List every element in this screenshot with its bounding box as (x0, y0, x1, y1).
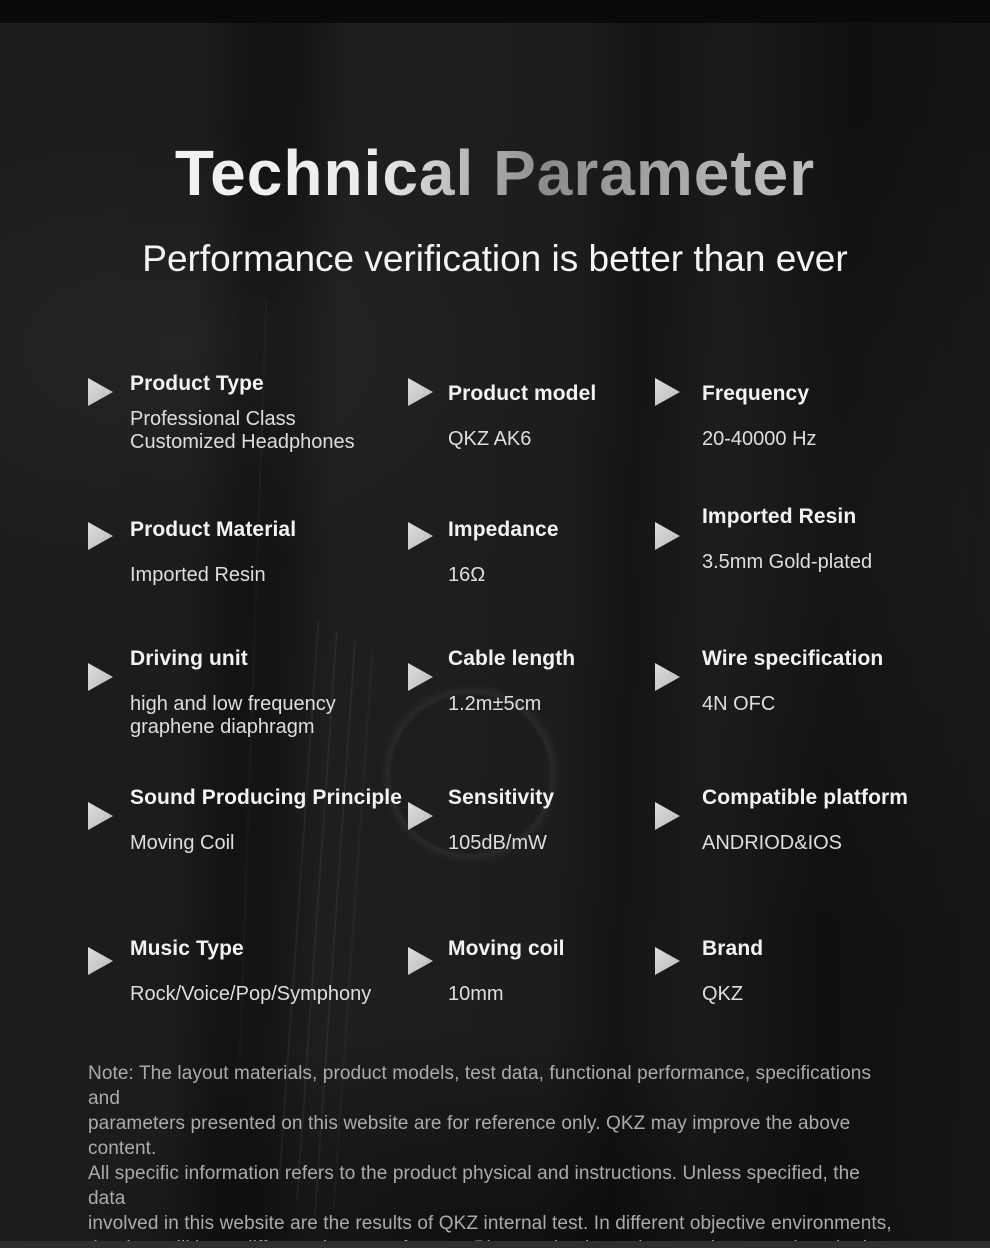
spec-label: Sensitivity (448, 786, 555, 809)
spec-cell-music-type: Music Type Rock/Voice/Pop/Symphony (88, 938, 408, 1006)
triangle-right-icon (655, 947, 680, 975)
spec-value: 20-40000 Hz (702, 428, 817, 450)
triangle-right-icon (88, 378, 113, 406)
spec-row-3: Driving unit high and low frequency grap… (88, 648, 968, 739)
spec-label: Product Type (130, 372, 264, 395)
spec-label: Sound Producing Principle (130, 786, 403, 809)
spec-cell-product-type: Product Type Professional Class Customiz… (88, 373, 408, 454)
spec-label: Product model (448, 382, 597, 405)
spec-cell-product-model: Product model QKZ AK6 (408, 373, 655, 454)
spec-label: Product Material (130, 518, 297, 541)
spec-cell-impedance: Impedance 16Ω (408, 519, 655, 587)
spec-row-5: Music Type Rock/Voice/Pop/Symphony Movin… (88, 938, 968, 1006)
spec-label: Moving coil (448, 937, 565, 960)
spec-cell-sound-producing-principle: Sound Producing Principle Moving Coil (88, 787, 408, 855)
triangle-right-icon (88, 663, 113, 691)
spec-value: Moving Coil (130, 832, 235, 854)
spec-cell-sensitivity: Sensitivity 105dB/mW (408, 787, 655, 855)
spec-value: 3.5mm Gold-plated (702, 551, 873, 573)
spec-label: Imported Resin (702, 505, 857, 528)
spec-row-4: Sound Producing Principle Moving Coil Se… (88, 787, 968, 855)
triangle-right-icon (88, 522, 113, 550)
spec-cell-compatible-platform: Compatible platform ANDRIOD&IOS (655, 787, 930, 855)
spec-cell-imported-resin: Imported Resin 3.5mm Gold-plated (655, 506, 930, 587)
note-line: Note: The layout materials, product mode… (88, 1063, 872, 1109)
triangle-right-icon (408, 378, 433, 406)
top-border-bar (0, 0, 990, 23)
spec-cell-moving-coil: Moving coil 10mm (408, 938, 655, 1006)
spec-label: Compatible platform (702, 786, 909, 809)
triangle-right-icon (655, 663, 680, 691)
spec-cell-driving-unit: Driving unit high and low frequency grap… (88, 648, 408, 739)
spec-value: 10mm (448, 983, 504, 1005)
spec-row-2: Product Material Imported Resin Impedanc… (88, 506, 968, 587)
page-subtitle: Performance verification is better than … (142, 238, 848, 279)
spec-label: Wire specification (702, 647, 884, 670)
spec-row-1: Product Type Professional Class Customiz… (88, 373, 968, 454)
spec-cell-cable-length: Cable length 1.2m±5cm (408, 648, 655, 739)
spec-value: QKZ (702, 983, 744, 1005)
page-title: Technical Parameter (0, 136, 990, 210)
spec-value: QKZ AK6 (448, 428, 532, 450)
spec-value: ANDRIOD&IOS (702, 832, 843, 854)
spec-cell-wire-specification: Wire specification 4N OFC (655, 648, 930, 739)
triangle-right-icon (408, 522, 433, 550)
spec-cell-brand: Brand QKZ (655, 938, 930, 1006)
spec-value: Rock/Voice/Pop/Symphony (130, 983, 372, 1005)
spec-value: Professional Class Customized Headphones (130, 408, 355, 453)
note-line: parameters presented on this website are… (88, 1113, 851, 1159)
triangle-right-icon (88, 947, 113, 975)
triangle-right-icon (655, 802, 680, 830)
spec-label: Cable length (448, 647, 576, 670)
spec-value: high and low frequency graphene diaphrag… (130, 693, 336, 738)
note-line: involved in this website are the results… (88, 1213, 892, 1234)
spec-value: 105dB/mW (448, 832, 547, 854)
note-line: All specific information refers to the p… (88, 1163, 860, 1209)
spec-label: Impedance (448, 518, 559, 541)
spec-value: 4N OFC (702, 693, 776, 715)
triangle-right-icon (408, 802, 433, 830)
spec-value: 16Ω (448, 564, 486, 586)
triangle-right-icon (408, 663, 433, 691)
spec-value: Imported Resin (130, 564, 266, 586)
spec-label: Frequency (702, 382, 810, 405)
spec-value: 1.2m±5cm (448, 693, 542, 715)
disclaimer-note: Note: The layout materials, product mode… (88, 1061, 900, 1248)
triangle-right-icon (408, 947, 433, 975)
bottom-border-bar (0, 1241, 990, 1248)
spec-label: Music Type (130, 937, 244, 960)
triangle-right-icon (88, 802, 113, 830)
triangle-right-icon (655, 378, 680, 406)
spec-cell-product-material: Product Material Imported Resin (88, 519, 408, 587)
spec-cell-frequency: Frequency 20-40000 Hz (655, 373, 930, 454)
triangle-right-icon (655, 522, 680, 550)
spec-label: Brand (702, 937, 764, 960)
spec-label: Driving unit (130, 647, 248, 670)
